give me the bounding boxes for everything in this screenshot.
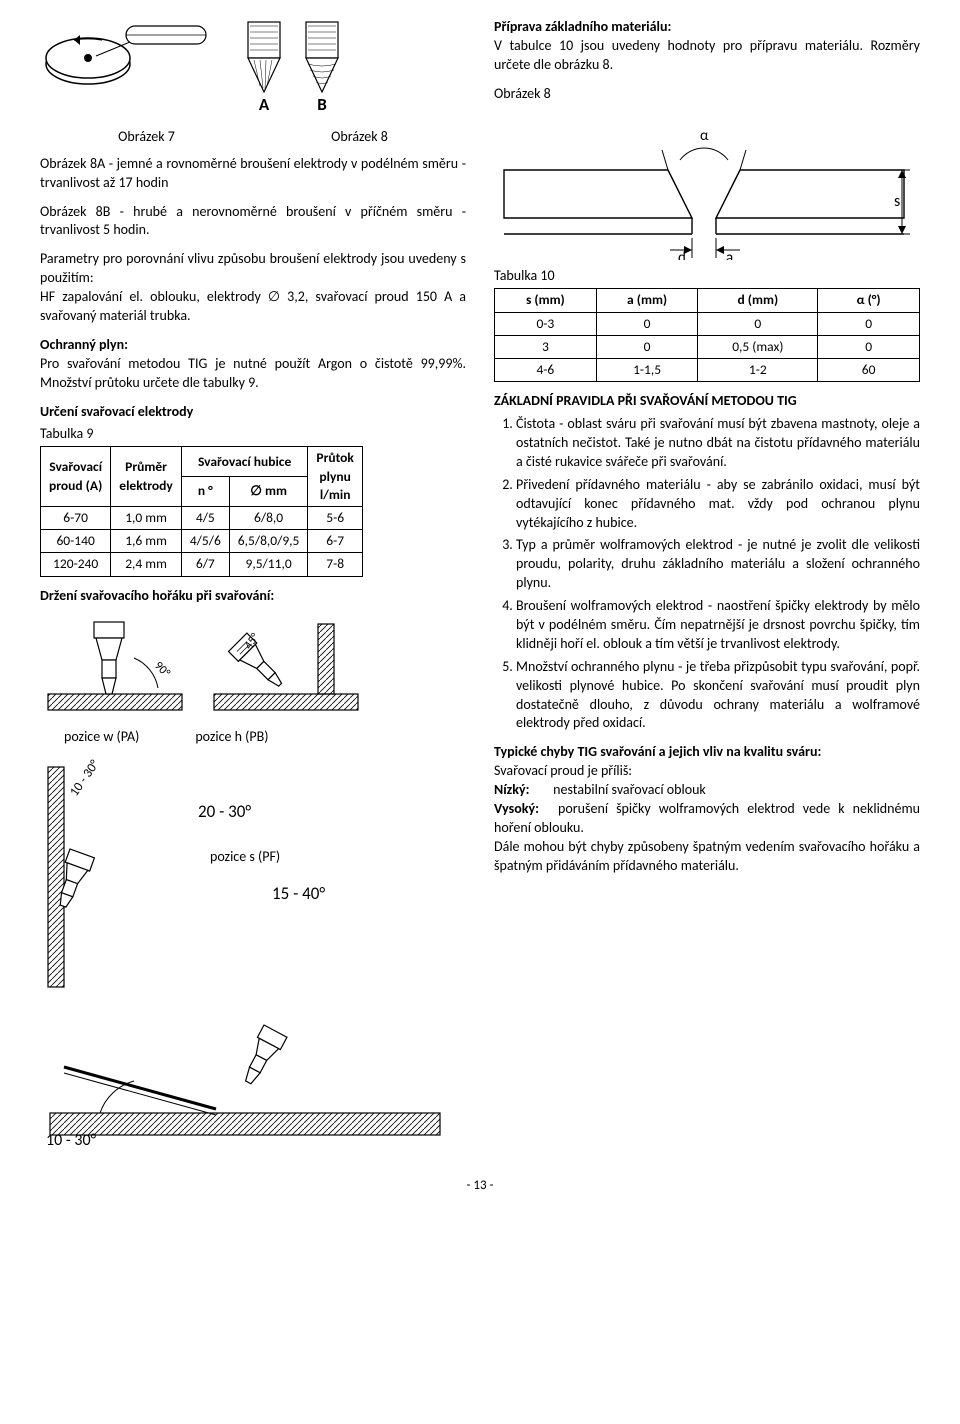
figure-pos-s: 10 - 30°: [40, 757, 180, 1003]
torch-heading: Držení svařovacího hořáku při svařování:: [40, 587, 466, 606]
t9-col-current: Svařovacíproud (A): [41, 447, 111, 507]
table-10: s (mm) a (mm) d (mm) α (°) 0-30 00 30 0,…: [494, 288, 920, 382]
table-row: 120-2402,4 mm 6/79,5/11,07-8: [41, 553, 363, 576]
figure-8-caption: Obrázek 8: [331, 128, 388, 147]
defects-block: Typické chyby TIG svařování a jejich vli…: [494, 743, 920, 875]
angle-20-30: 20 - 30°: [198, 801, 325, 824]
pos-w-label: pozice w (PA): [64, 728, 139, 747]
pos-h-label: pozice h (PB): [195, 728, 268, 747]
table-row: 6-701,0 mm 4/56/8,05-6: [41, 507, 363, 530]
t10-col-s: s (mm): [495, 289, 597, 312]
para-fig8a: Obrázek 8A - jemné a rovnoměrné broušení…: [40, 155, 466, 193]
para-fig8b: Obrázek 8B - hrubé a nerovnoměrné brouše…: [40, 203, 466, 241]
electrode-heading: Určení svařovací elektrody: [40, 403, 466, 422]
table-row: 30 0,5 (max)0: [495, 335, 920, 358]
rule-item: Typ a průměr wolframových elektrod - je …: [516, 536, 920, 593]
t9-col-diameter: Průměrelektrody: [111, 447, 182, 507]
table-9: Svařovacíproud (A) Průměrelektrody Svařo…: [40, 446, 363, 576]
t10-col-d: d (mm): [698, 289, 818, 312]
para-params: Parametry pro porovnání vlivu způsobu br…: [40, 250, 466, 326]
t9-col-nozzle: Svařovací hubice: [181, 447, 308, 477]
angle-15-40: 15 - 40°: [272, 883, 325, 906]
table9-label: Tabulka 9: [40, 425, 466, 444]
pos-s-label: pozice s (PF): [210, 848, 325, 867]
svg-text:B: B: [317, 94, 327, 114]
svg-text:d: d: [678, 249, 686, 260]
para-gas: Ochranný plyn: Pro svařování metodou TIG…: [40, 336, 466, 393]
table-row: 60-1401,6 mm 4/5/66,5/8,0/9,56-7: [41, 530, 363, 553]
rules-heading: ZÁKLADNÍ PRAVIDLA PŘI SVAŘOVÁNÍ METODOU …: [494, 392, 920, 411]
svg-text:α: α: [700, 127, 709, 145]
figure-7-caption: Obrázek 7: [118, 128, 175, 147]
rule-item: Broušení wolframových elektrod - naostře…: [516, 597, 920, 654]
svg-text:a: a: [726, 249, 733, 260]
table-row: 0-30 00: [495, 312, 920, 335]
t9-col-flow: Průtokplynul/min: [308, 447, 363, 507]
figure-pos-h: 45°: [206, 614, 366, 725]
figure-8-right-caption: Obrázek 8: [494, 85, 920, 104]
rules-list: Čistota - oblast sváru při svařování mus…: [494, 415, 920, 733]
t10-col-a: a (mm): [596, 289, 698, 312]
t9-sub-mm: ∅ mm: [229, 477, 308, 507]
figure-filler-angle: 10 - 30°: [40, 1003, 450, 1159]
t9-sub-n: n °: [181, 477, 229, 507]
svg-text:s: s: [894, 192, 900, 211]
figure-8-tips: A B: [230, 18, 360, 120]
table-row: 4-61-1,5 1-260: [495, 359, 920, 382]
page-number: - 13 -: [40, 1177, 920, 1195]
figure-7-grinding: [40, 18, 210, 104]
svg-text:A: A: [259, 94, 270, 114]
svg-text:10 - 30°: 10 - 30°: [67, 757, 103, 799]
svg-text:10 - 30°: 10 - 30°: [46, 1131, 97, 1150]
figure-pos-w: 90°: [40, 614, 190, 725]
rule-item: Množství ochranného plynu - je třeba při…: [516, 658, 920, 734]
t10-col-alpha: α (°): [818, 289, 920, 312]
rule-item: Přivedení přídavného materiálu - aby se …: [516, 476, 920, 533]
table10-label: Tabulka 10: [494, 267, 920, 286]
para-prep: Příprava základního materiálu: V tabulce…: [494, 18, 920, 75]
rule-item: Čistota - oblast sváru při svařování mus…: [516, 415, 920, 472]
figure-groove-geometry: α d a s: [494, 110, 914, 266]
